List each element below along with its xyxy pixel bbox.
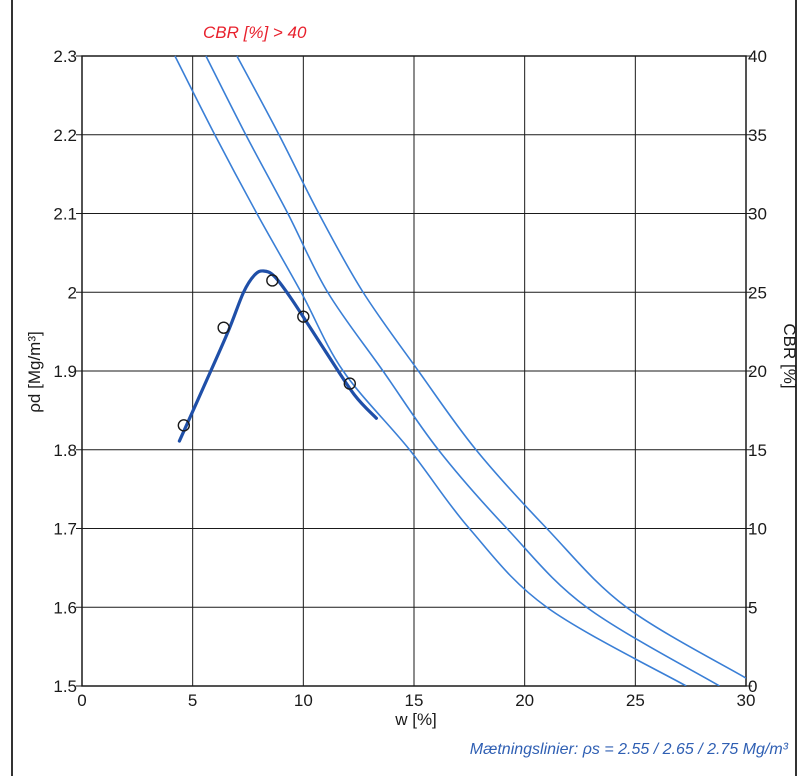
y-left-tick-label: 1.9 <box>53 362 77 381</box>
saturation-line-2.75 <box>236 55 746 679</box>
y-right-tick-label: 20 <box>748 362 767 381</box>
x-tick-label: 30 <box>737 691 756 710</box>
y-right-tick-label: 0 <box>748 677 757 696</box>
y-right-tick-label: 10 <box>748 520 767 539</box>
cbr-annotation: CBR [%] > 40 <box>203 23 307 42</box>
y-right-tick-label: 25 <box>748 283 767 302</box>
y-right-tick-label: 40 <box>748 47 767 66</box>
grid <box>76 55 752 687</box>
x-tick-label: 20 <box>515 691 534 710</box>
x-tick-label: 0 <box>77 691 86 710</box>
y-left-axis-title: ρd [Mg/m³] <box>25 331 44 412</box>
y-left-tick-label: 1.8 <box>53 441 77 460</box>
x-tick-label: 25 <box>626 691 645 710</box>
y-left-tick-label: 1.7 <box>53 520 77 539</box>
data-point <box>177 419 191 432</box>
saturation-line-2.65 <box>205 55 720 686</box>
series-layer <box>174 55 746 686</box>
saturation-line-2.55 <box>174 55 687 686</box>
plot-frame <box>81 55 747 687</box>
x-tick-label: 10 <box>294 691 313 710</box>
x-tick-label: 15 <box>405 691 424 710</box>
y-left-tick-label: 2.1 <box>53 205 77 224</box>
data-point <box>217 321 230 334</box>
saturation-lines-annotation: Mætningslinier: ρs = 2.55 / 2.65 / 2.75 … <box>470 741 789 758</box>
y-right-tick-label: 5 <box>748 598 757 617</box>
y-left-tick-label: 2.3 <box>53 47 77 66</box>
tick-labels: 0 5 10 15 20 25 30 1.5 1.6 1.7 1.8 1.9 2 2.1 2.2 2.3 0 5 1… <box>53 47 767 710</box>
y-left-tick-label: 2 <box>68 283 77 302</box>
y-left-tick-label: 1.5 <box>53 677 77 696</box>
y-right-tick-label: 35 <box>748 126 767 145</box>
compaction-curve <box>177 269 378 443</box>
y-left-tick-label: 2.2 <box>53 126 77 145</box>
y-right-tick-label: 30 <box>748 205 767 224</box>
data-point <box>343 377 357 390</box>
y-right-tick-label: 15 <box>748 441 767 460</box>
y-right-axis-title: CBR [%] <box>780 323 799 388</box>
x-tick-label: 5 <box>188 691 197 710</box>
data-point <box>297 310 310 323</box>
data-point <box>266 274 279 287</box>
y-left-tick-label: 1.6 <box>53 598 77 617</box>
x-axis-title: w [%] <box>394 710 437 729</box>
